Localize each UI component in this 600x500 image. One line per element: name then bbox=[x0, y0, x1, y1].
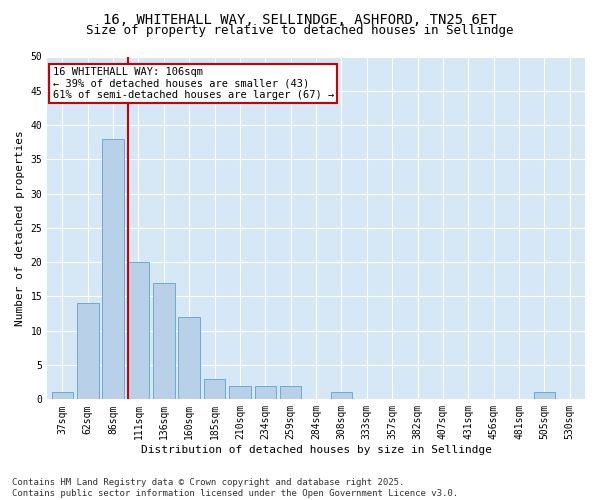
Bar bbox=[153, 283, 175, 400]
Bar bbox=[331, 392, 352, 400]
X-axis label: Distribution of detached houses by size in Sellindge: Distribution of detached houses by size … bbox=[140, 445, 491, 455]
Bar bbox=[204, 379, 226, 400]
Bar bbox=[77, 304, 98, 400]
Text: Contains HM Land Registry data © Crown copyright and database right 2025.
Contai: Contains HM Land Registry data © Crown c… bbox=[12, 478, 458, 498]
Text: Size of property relative to detached houses in Sellindge: Size of property relative to detached ho… bbox=[86, 24, 514, 37]
Bar bbox=[103, 139, 124, 400]
Bar bbox=[254, 386, 276, 400]
Text: 16, WHITEHALL WAY, SELLINDGE, ASHFORD, TN25 6ET: 16, WHITEHALL WAY, SELLINDGE, ASHFORD, T… bbox=[103, 12, 497, 26]
Bar bbox=[533, 392, 555, 400]
Bar bbox=[128, 262, 149, 400]
Y-axis label: Number of detached properties: Number of detached properties bbox=[15, 130, 25, 326]
Bar bbox=[280, 386, 301, 400]
Bar bbox=[229, 386, 251, 400]
Bar bbox=[52, 392, 73, 400]
Bar bbox=[178, 317, 200, 400]
Text: 16 WHITEHALL WAY: 106sqm
← 39% of detached houses are smaller (43)
61% of semi-d: 16 WHITEHALL WAY: 106sqm ← 39% of detach… bbox=[53, 67, 334, 100]
